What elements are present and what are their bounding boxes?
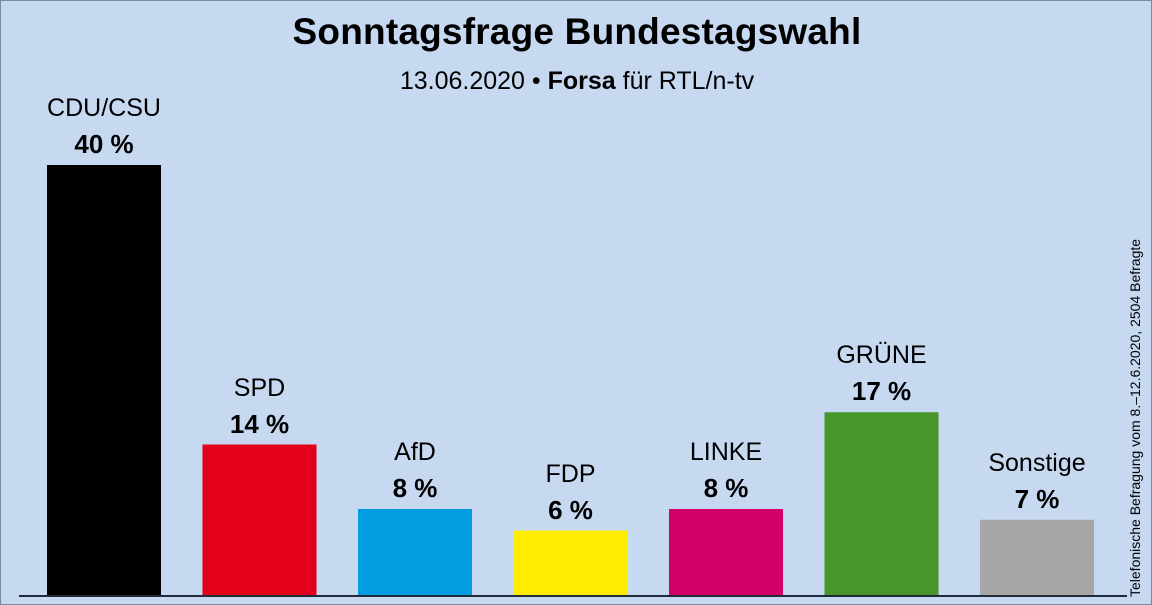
bar-category-label: CDU/CSU: [47, 94, 161, 122]
client-name: für RTL/n-tv: [622, 67, 755, 95]
bar-grüne: [824, 412, 939, 595]
bar-category-label: SPD: [233, 373, 286, 402]
bar-category-label: AfD: [394, 438, 436, 466]
bar-category-label: GRÜNE: [836, 341, 927, 370]
poll-date: 13.06.2020: [399, 67, 525, 95]
bar-cdu-csu: [47, 165, 161, 595]
bar-linke: [669, 509, 783, 595]
bar-value-label: 40 %: [74, 129, 134, 159]
institute-name: Forsa: [547, 67, 616, 95]
bar-fdp: [513, 530, 628, 595]
bar-value-label: 7 %: [1014, 483, 1060, 514]
bar-afd: [358, 509, 472, 595]
bar-spd: [202, 444, 317, 595]
bar-category-label: LINKE: [689, 438, 763, 466]
bar-sonstige: [980, 519, 1094, 595]
bar-category-label: Sonstige: [988, 448, 1086, 477]
chart-title: Sonntagsfrage Bundestagswahl: [292, 11, 862, 52]
bar-category-label: FDP: [545, 459, 596, 488]
chart-subtitle: 13.06.2020 • Forsa für RTL/n-tv: [1, 67, 1152, 96]
separator-bullet: •: [531, 67, 541, 95]
bar-value-label: 14 %: [229, 408, 290, 439]
x-axis-line: [19, 595, 1127, 597]
bar-value-label: 8 %: [703, 473, 749, 503]
survey-note: Telefonische Befragung vom 8.–12.6.2020,…: [1127, 238, 1143, 597]
bar-value-label: 8 %: [392, 473, 438, 503]
bar-value-label: 6 %: [548, 494, 593, 525]
bar-value-label: 17 %: [851, 376, 912, 407]
